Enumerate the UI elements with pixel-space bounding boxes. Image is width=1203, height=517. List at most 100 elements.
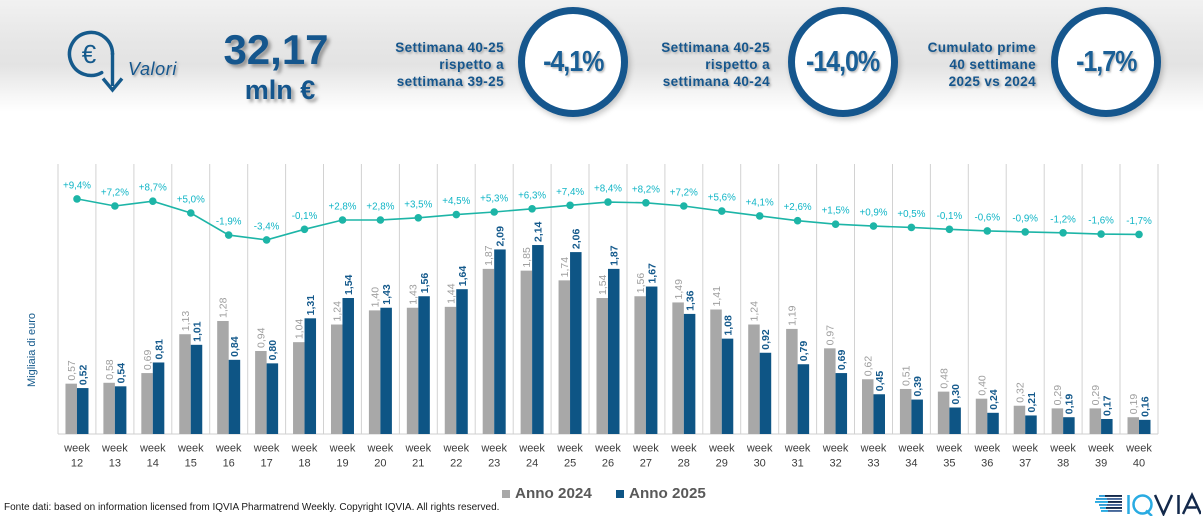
svg-text:0,17: 0,17 — [1102, 395, 1114, 416]
svg-text:+1,5%: +1,5% — [822, 206, 850, 217]
svg-text:19: 19 — [336, 458, 348, 470]
svg-text:+5,6%: +5,6% — [708, 193, 736, 204]
svg-text:21: 21 — [412, 458, 424, 470]
svg-text:-1,6%: -1,6% — [1088, 216, 1114, 227]
svg-text:week: week — [746, 443, 773, 455]
svg-text:week: week — [632, 443, 659, 455]
svg-text:week: week — [215, 443, 242, 455]
svg-text:0,94: 0,94 — [256, 327, 268, 348]
svg-text:1,08: 1,08 — [722, 315, 734, 336]
svg-text:week: week — [177, 443, 204, 455]
svg-text:week: week — [101, 443, 128, 455]
svg-text:week: week — [329, 443, 356, 455]
svg-text:38: 38 — [1057, 458, 1069, 470]
svg-text:week: week — [291, 443, 318, 455]
svg-text:+4,5%: +4,5% — [442, 196, 470, 207]
svg-text:-0,1%: -0,1% — [292, 211, 318, 222]
svg-text:-3,4%: -3,4% — [254, 221, 280, 232]
svg-text:0,97: 0,97 — [825, 325, 837, 346]
svg-text:1,67: 1,67 — [646, 263, 658, 284]
svg-text:1,43: 1,43 — [381, 284, 393, 305]
svg-text:0,69: 0,69 — [142, 349, 154, 370]
svg-text:24: 24 — [526, 458, 538, 470]
svg-text:0,19: 0,19 — [1128, 394, 1140, 415]
svg-text:1,19: 1,19 — [787, 305, 799, 326]
svg-text:0,54: 0,54 — [115, 363, 127, 384]
svg-text:+8,2%: +8,2% — [632, 184, 660, 195]
svg-text:18: 18 — [298, 458, 310, 470]
svg-text:+8,4%: +8,4% — [594, 184, 622, 195]
svg-text:1,49: 1,49 — [673, 279, 685, 300]
svg-text:0,16: 0,16 — [1140, 396, 1152, 417]
svg-text:-1,9%: -1,9% — [216, 217, 242, 228]
svg-text:23: 23 — [488, 458, 500, 470]
svg-text:0,57: 0,57 — [66, 360, 78, 381]
svg-text:0,19: 0,19 — [1064, 394, 1076, 415]
svg-text:week: week — [1125, 443, 1152, 455]
svg-text:week: week — [1049, 443, 1076, 455]
svg-text:0,80: 0,80 — [267, 340, 279, 361]
svg-text:week: week — [670, 443, 697, 455]
svg-text:-0,9%: -0,9% — [1012, 213, 1038, 224]
svg-text:-1,2%: -1,2% — [1050, 214, 1076, 225]
svg-text:+5,3%: +5,3% — [480, 194, 508, 205]
svg-text:17: 17 — [260, 458, 272, 470]
svg-text:1,54: 1,54 — [343, 274, 355, 295]
svg-text:week: week — [1011, 443, 1038, 455]
svg-text:+8,7%: +8,7% — [139, 183, 167, 194]
svg-text:week: week — [784, 443, 811, 455]
svg-text:32: 32 — [829, 458, 841, 470]
svg-text:+9,4%: +9,4% — [63, 180, 91, 191]
svg-text:1,74: 1,74 — [559, 257, 571, 278]
svg-text:+2,6%: +2,6% — [784, 202, 812, 213]
svg-text:33: 33 — [867, 458, 879, 470]
svg-text:1,24: 1,24 — [749, 301, 761, 322]
svg-text:31: 31 — [791, 458, 803, 470]
svg-text:1,87: 1,87 — [483, 245, 495, 266]
svg-text:1,44: 1,44 — [445, 283, 457, 304]
svg-text:-0,6%: -0,6% — [975, 212, 1001, 223]
svg-text:27: 27 — [640, 458, 652, 470]
svg-text:20: 20 — [374, 458, 386, 470]
svg-text:1,54: 1,54 — [597, 274, 609, 295]
svg-text:0,84: 0,84 — [229, 336, 241, 357]
svg-text:week: week — [708, 443, 735, 455]
svg-text:+2,8%: +2,8% — [366, 202, 394, 213]
svg-text:week: week — [860, 443, 887, 455]
svg-text:+5,0%: +5,0% — [177, 195, 205, 206]
svg-text:week: week — [367, 443, 394, 455]
svg-text:25: 25 — [564, 458, 576, 470]
svg-text:week: week — [253, 443, 280, 455]
svg-text:1,43: 1,43 — [407, 284, 419, 305]
svg-text:0,92: 0,92 — [760, 329, 772, 350]
svg-text:13: 13 — [109, 458, 121, 470]
svg-text:1,13: 1,13 — [180, 311, 192, 332]
svg-text:30: 30 — [754, 458, 766, 470]
svg-text:week: week — [822, 443, 849, 455]
svg-text:22: 22 — [450, 458, 462, 470]
svg-text:0,52: 0,52 — [78, 364, 90, 385]
svg-text:28: 28 — [678, 458, 690, 470]
svg-text:week: week — [973, 443, 1000, 455]
svg-text:Migliaia di euro: Migliaia di euro — [26, 313, 38, 387]
svg-text:14: 14 — [147, 458, 159, 470]
svg-text:+3,5%: +3,5% — [404, 199, 432, 210]
svg-text:12: 12 — [71, 458, 83, 470]
svg-text:week: week — [139, 443, 166, 455]
svg-text:2,06: 2,06 — [571, 229, 583, 250]
svg-text:week: week — [1087, 443, 1114, 455]
svg-text:-0,1%: -0,1% — [937, 211, 963, 222]
svg-text:0,79: 0,79 — [798, 341, 810, 362]
svg-text:1,64: 1,64 — [457, 266, 469, 287]
svg-text:+2,8%: +2,8% — [328, 202, 356, 213]
svg-text:0,69: 0,69 — [836, 349, 848, 370]
svg-text:0,81: 0,81 — [153, 339, 165, 360]
svg-text:36: 36 — [981, 458, 993, 470]
svg-text:0,30: 0,30 — [950, 384, 962, 405]
svg-text:+7,2%: +7,2% — [670, 188, 698, 199]
svg-text:0,29: 0,29 — [1090, 385, 1102, 406]
svg-text:1,28: 1,28 — [218, 297, 230, 318]
svg-text:35: 35 — [943, 458, 955, 470]
svg-text:+6,3%: +6,3% — [518, 190, 546, 201]
svg-text:34: 34 — [905, 458, 917, 470]
